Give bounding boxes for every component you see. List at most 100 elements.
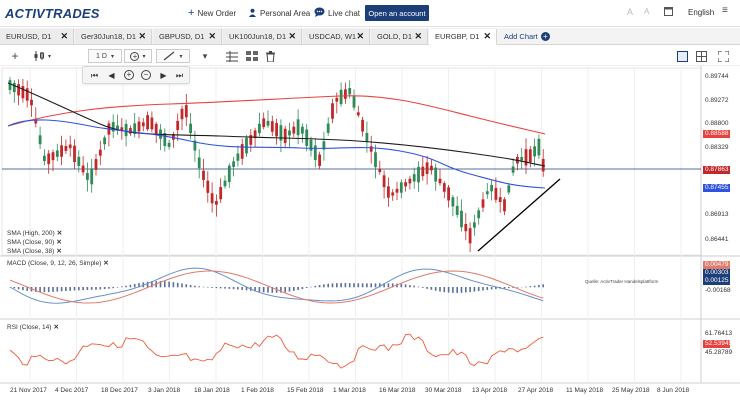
menu-icon[interactable]: ≡	[722, 5, 728, 16]
close-icon[interactable]: ✕	[56, 239, 62, 246]
plus-circle-icon: +	[130, 51, 140, 61]
sma-close-90-label[interactable]: SMA (Close, 90) ✕	[7, 239, 62, 246]
macd-histogram-bar	[323, 284, 325, 288]
candle-body	[468, 228, 472, 244]
tab-gbpusd[interactable]: GBPUSD, D1 ✕	[153, 29, 222, 44]
candle-body	[283, 128, 287, 143]
macd-value-tag: 0.00303	[703, 269, 730, 277]
activtrades-logo[interactable]: ACTIVTRADES	[5, 5, 100, 21]
macd-histogram-bar	[116, 287, 119, 288]
timeframe-selector[interactable]: 1 D ▾	[88, 49, 122, 63]
macd-histogram-bar	[443, 287, 446, 293]
live-chat-button[interactable]: Live chat	[314, 6, 360, 21]
tab-usdcad[interactable]: USDCAD, W1 ✕	[303, 29, 370, 44]
trendline[interactable]	[477, 178, 561, 252]
candle-body	[399, 182, 403, 193]
fullscreen-icon[interactable]	[716, 49, 730, 63]
chevron-down-icon: ▾	[179, 53, 183, 60]
macd-histogram-bar	[198, 286, 200, 288]
sma-close-38-label[interactable]: SMA (Close, 38) ✕	[7, 248, 62, 255]
close-icon[interactable]: ✕	[103, 260, 109, 267]
plus-icon: +	[540, 32, 550, 41]
close-icon[interactable]: ✕	[60, 31, 68, 41]
last-price-tag: 0.87863	[703, 166, 730, 174]
open-account-button[interactable]: Open an account	[365, 5, 429, 21]
candle-body	[417, 166, 420, 183]
candle-body	[451, 197, 455, 207]
zoom-out-icon[interactable]: −	[141, 70, 151, 80]
macd-histogram-bar	[73, 287, 76, 291]
close-icon[interactable]: ✕	[483, 31, 491, 41]
date-axis-label: 15 Feb 2018	[287, 387, 324, 394]
tab-eurgbp[interactable]: EURGBP, D1 ✕	[429, 29, 497, 45]
candle-body	[412, 174, 416, 182]
candle-body	[81, 165, 85, 173]
macd-histogram-bar	[353, 283, 355, 288]
personal-area-button[interactable]: Personal Area	[248, 6, 310, 21]
close-icon[interactable]: ✕	[53, 324, 59, 331]
zoom-in-icon[interactable]: +	[124, 70, 134, 80]
single-layout-icon[interactable]	[675, 49, 689, 63]
macd-histogram-bar	[297, 287, 299, 291]
rsi-label[interactable]: RSI (Close, 14) ✕	[7, 324, 59, 331]
candle-body	[387, 186, 390, 198]
candle-body	[498, 197, 502, 203]
scroll-left-icon[interactable]: ◀	[108, 71, 115, 80]
trash-icon[interactable]	[264, 49, 276, 63]
crosshair-icon[interactable]: +	[11, 49, 19, 63]
visibility-toggle-icon[interactable]: ▾	[202, 50, 208, 61]
candle-body	[455, 205, 459, 215]
language-selector[interactable]: English	[688, 8, 715, 17]
macd-histogram-bar	[336, 283, 338, 288]
macd-histogram-bar	[327, 283, 329, 288]
go-to-start-icon[interactable]: ⏮	[90, 70, 99, 80]
candle-body	[154, 123, 158, 134]
macd-histogram-bar	[241, 287, 243, 290]
macd-histogram-bar	[108, 287, 110, 289]
add-chart-label: Add Chart	[504, 32, 538, 41]
candle-body	[490, 184, 493, 192]
candlestick-icon	[34, 51, 44, 61]
scroll-right-icon[interactable]: ▶	[160, 71, 167, 80]
macd-histogram-bar	[379, 283, 381, 288]
tab-eurusd[interactable]: EURUSD, D1 ✕	[0, 29, 74, 44]
candle-body	[77, 156, 81, 166]
bar-style-selector[interactable]: ▾	[31, 49, 53, 63]
candle-body	[378, 168, 382, 173]
sma-high-200-label[interactable]: SMA (High, 200) ✕	[7, 230, 63, 237]
candle-body	[189, 123, 192, 134]
close-icon[interactable]: ✕	[56, 248, 62, 255]
candle-body	[172, 134, 175, 140]
tab-ger30[interactable]: Ger30Jun18, D1 ✕	[75, 29, 152, 44]
font-increase-icon[interactable]: A	[627, 7, 634, 17]
macd-signal-tag: 0.00125	[703, 277, 730, 285]
font-decrease-icon[interactable]: A	[644, 7, 650, 16]
objects-list-icon[interactable]	[245, 49, 259, 63]
drawing-tool-selector[interactable]: ▾	[156, 49, 190, 63]
close-icon[interactable]: ✕	[56, 230, 63, 237]
grid-layout-icon[interactable]	[694, 49, 708, 63]
date-axis-label: 18 Dec 2017	[101, 387, 138, 394]
macd-label[interactable]: MACD (Close, 9, 12, 26, Simple) ✕	[7, 260, 109, 267]
close-icon[interactable]: ✕	[356, 31, 364, 41]
chart-area[interactable]: 0.89744 0.89272 0.88800 0.88329 0.86913 …	[0, 66, 740, 401]
candle-body	[318, 154, 321, 167]
add-indicator-button[interactable]: + ▾	[124, 49, 152, 63]
close-icon[interactable]: ✕	[138, 31, 146, 41]
tab-gold[interactable]: GOLD, D1 ✕	[371, 29, 428, 44]
macd-histogram-bar	[219, 287, 222, 289]
price-chart[interactable]	[0, 66, 740, 401]
close-icon[interactable]: ✕	[414, 31, 422, 41]
new-order-button[interactable]: + New Order	[188, 6, 236, 21]
close-icon[interactable]: ✕	[288, 31, 296, 41]
add-chart-button[interactable]: Add Chart +	[498, 29, 550, 44]
window-icon[interactable]	[664, 7, 673, 18]
close-icon[interactable]: ✕	[208, 31, 216, 41]
candle-body	[163, 132, 167, 147]
draw-lines-icon[interactable]	[225, 49, 239, 63]
go-to-end-icon[interactable]: ⏭	[175, 70, 184, 80]
user-icon	[248, 8, 257, 20]
tab-uk100[interactable]: UK100Jun18, D1 ✕	[223, 29, 302, 44]
macd-histogram-bar	[245, 287, 248, 291]
candle-body	[395, 188, 399, 193]
